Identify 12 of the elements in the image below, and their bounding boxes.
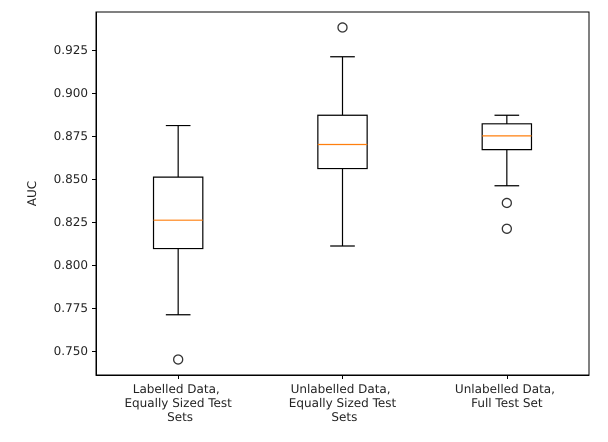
y-tick-label: 0.900 [54,86,88,100]
x-tick-label: Unlabelled Data, Equally Sized Test Sets [288,382,397,424]
y-axis-title: AUC [25,180,39,206]
x-tick-label: Labelled Data, Equally Sized Test Sets [124,382,232,424]
y-tick-label: 0.800 [54,258,88,272]
x-tick-label: Unlabelled Data, Full Test Set [454,382,559,410]
y-tick-label: 0.925 [54,42,88,57]
y-tick-label: 0.825 [54,214,88,229]
y-tick-label: 0.750 [54,344,88,358]
y-tick-label: 0.850 [54,172,88,186]
y-tick-label: 0.775 [54,300,88,315]
y-tick-label: 0.875 [54,128,88,143]
